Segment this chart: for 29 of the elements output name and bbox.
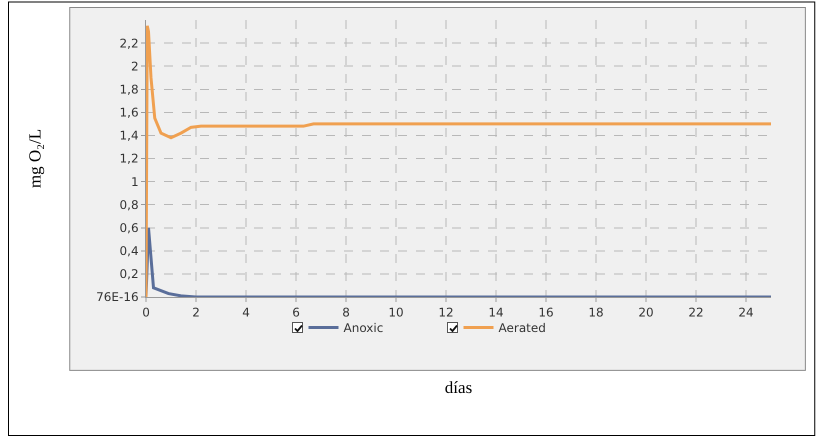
y-axis-title: mg O₂/L: [26, 128, 45, 188]
x-tick-label: 2: [192, 305, 200, 320]
y-tick-label: 1,6: [120, 106, 139, 120]
y-tick-label: 2,2: [120, 36, 139, 50]
x-tick-label: 14: [488, 305, 504, 320]
x-tick-label: 10: [388, 305, 404, 320]
x-tick-label: 0: [142, 305, 150, 320]
y-tick-label: 1: [130, 174, 139, 189]
y-tick-label: 0,4: [120, 244, 139, 258]
x-tick-label: 18: [588, 305, 604, 320]
x-tick-label: 12: [438, 305, 454, 320]
y-tick-label: 0,8: [120, 198, 139, 212]
y-tick-label: 1,8: [120, 82, 139, 96]
y-tick-label: 0,6: [120, 220, 139, 235]
y-tick-label: 0,2: [120, 267, 139, 282]
y-tick-label: 1,4: [120, 128, 139, 143]
y-tick-label: 2: [130, 59, 139, 74]
x-tick-label: 24: [738, 305, 754, 320]
legend-label: Anoxic: [344, 321, 384, 336]
x-tick-label: 22: [688, 305, 704, 320]
x-tick-label: 16: [538, 305, 554, 320]
y-tick-label: 76E-16: [96, 290, 139, 304]
x-tick-label: 8: [342, 305, 350, 320]
x-axis-title: días: [444, 378, 472, 397]
x-tick-label: 6: [292, 305, 300, 320]
legend-label: Aerated: [498, 321, 546, 336]
x-tick-label: 20: [638, 305, 654, 320]
y-tick-label: 1,2: [120, 152, 139, 166]
x-tick-label: 4: [242, 305, 250, 320]
